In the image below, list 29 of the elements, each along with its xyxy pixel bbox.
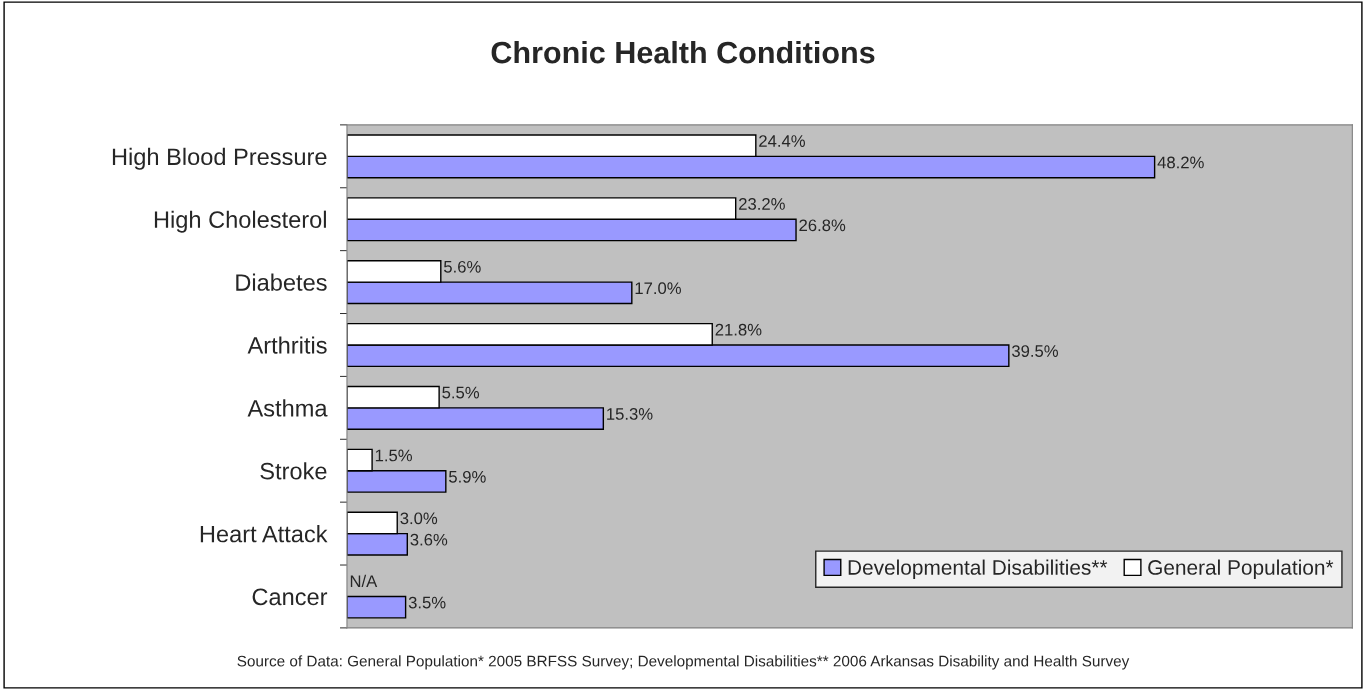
data-label: 3.6% (410, 533, 448, 546)
chart-title: Chronic Health Conditions (491, 40, 875, 64)
bar (346, 595, 407, 619)
data-label: 3.5% (408, 596, 446, 609)
text: N/A (350, 574, 378, 588)
data-label: 26.8% (799, 219, 846, 232)
y-tick-label: Diabetes (236, 273, 327, 291)
legend-label: Developmental Disabilities** (848, 559, 1108, 579)
source-note: Source of Data: General Population* 2005 BRFSS Survey; Developmental Disabilities** 2006 Arkansas Disability and Health Survey (237, 655, 1130, 670)
data-label: 21.8% (715, 323, 762, 336)
data-label: 5.6% (443, 260, 481, 273)
data-label: 39.5% (1011, 345, 1059, 357)
y-tick-label: High Cholesterol (154, 210, 326, 233)
data-label: 3.0% (400, 512, 438, 525)
data-label: 48.2% (1157, 156, 1204, 169)
data-label: 15.3% (607, 408, 653, 420)
legend-label: General Population* (1148, 559, 1334, 579)
data-label: 1.5% (375, 449, 413, 462)
y-tick-label: Arthritis (247, 336, 327, 354)
data-label: 17.0% (635, 282, 681, 295)
data-label: 23.2% (739, 198, 785, 210)
y-tick-label: High Blood Pressure (112, 147, 327, 170)
data-label: 5.5% (442, 386, 480, 399)
y-tick-label: Stroke (260, 462, 327, 480)
y-tick-label: Asthma (247, 399, 328, 417)
data-label: 24.4% (759, 135, 805, 147)
y-tick-label: Cancer (252, 588, 328, 606)
y-tick-label: Heart Attack (200, 525, 328, 543)
data-label: 5.9% (449, 470, 486, 483)
